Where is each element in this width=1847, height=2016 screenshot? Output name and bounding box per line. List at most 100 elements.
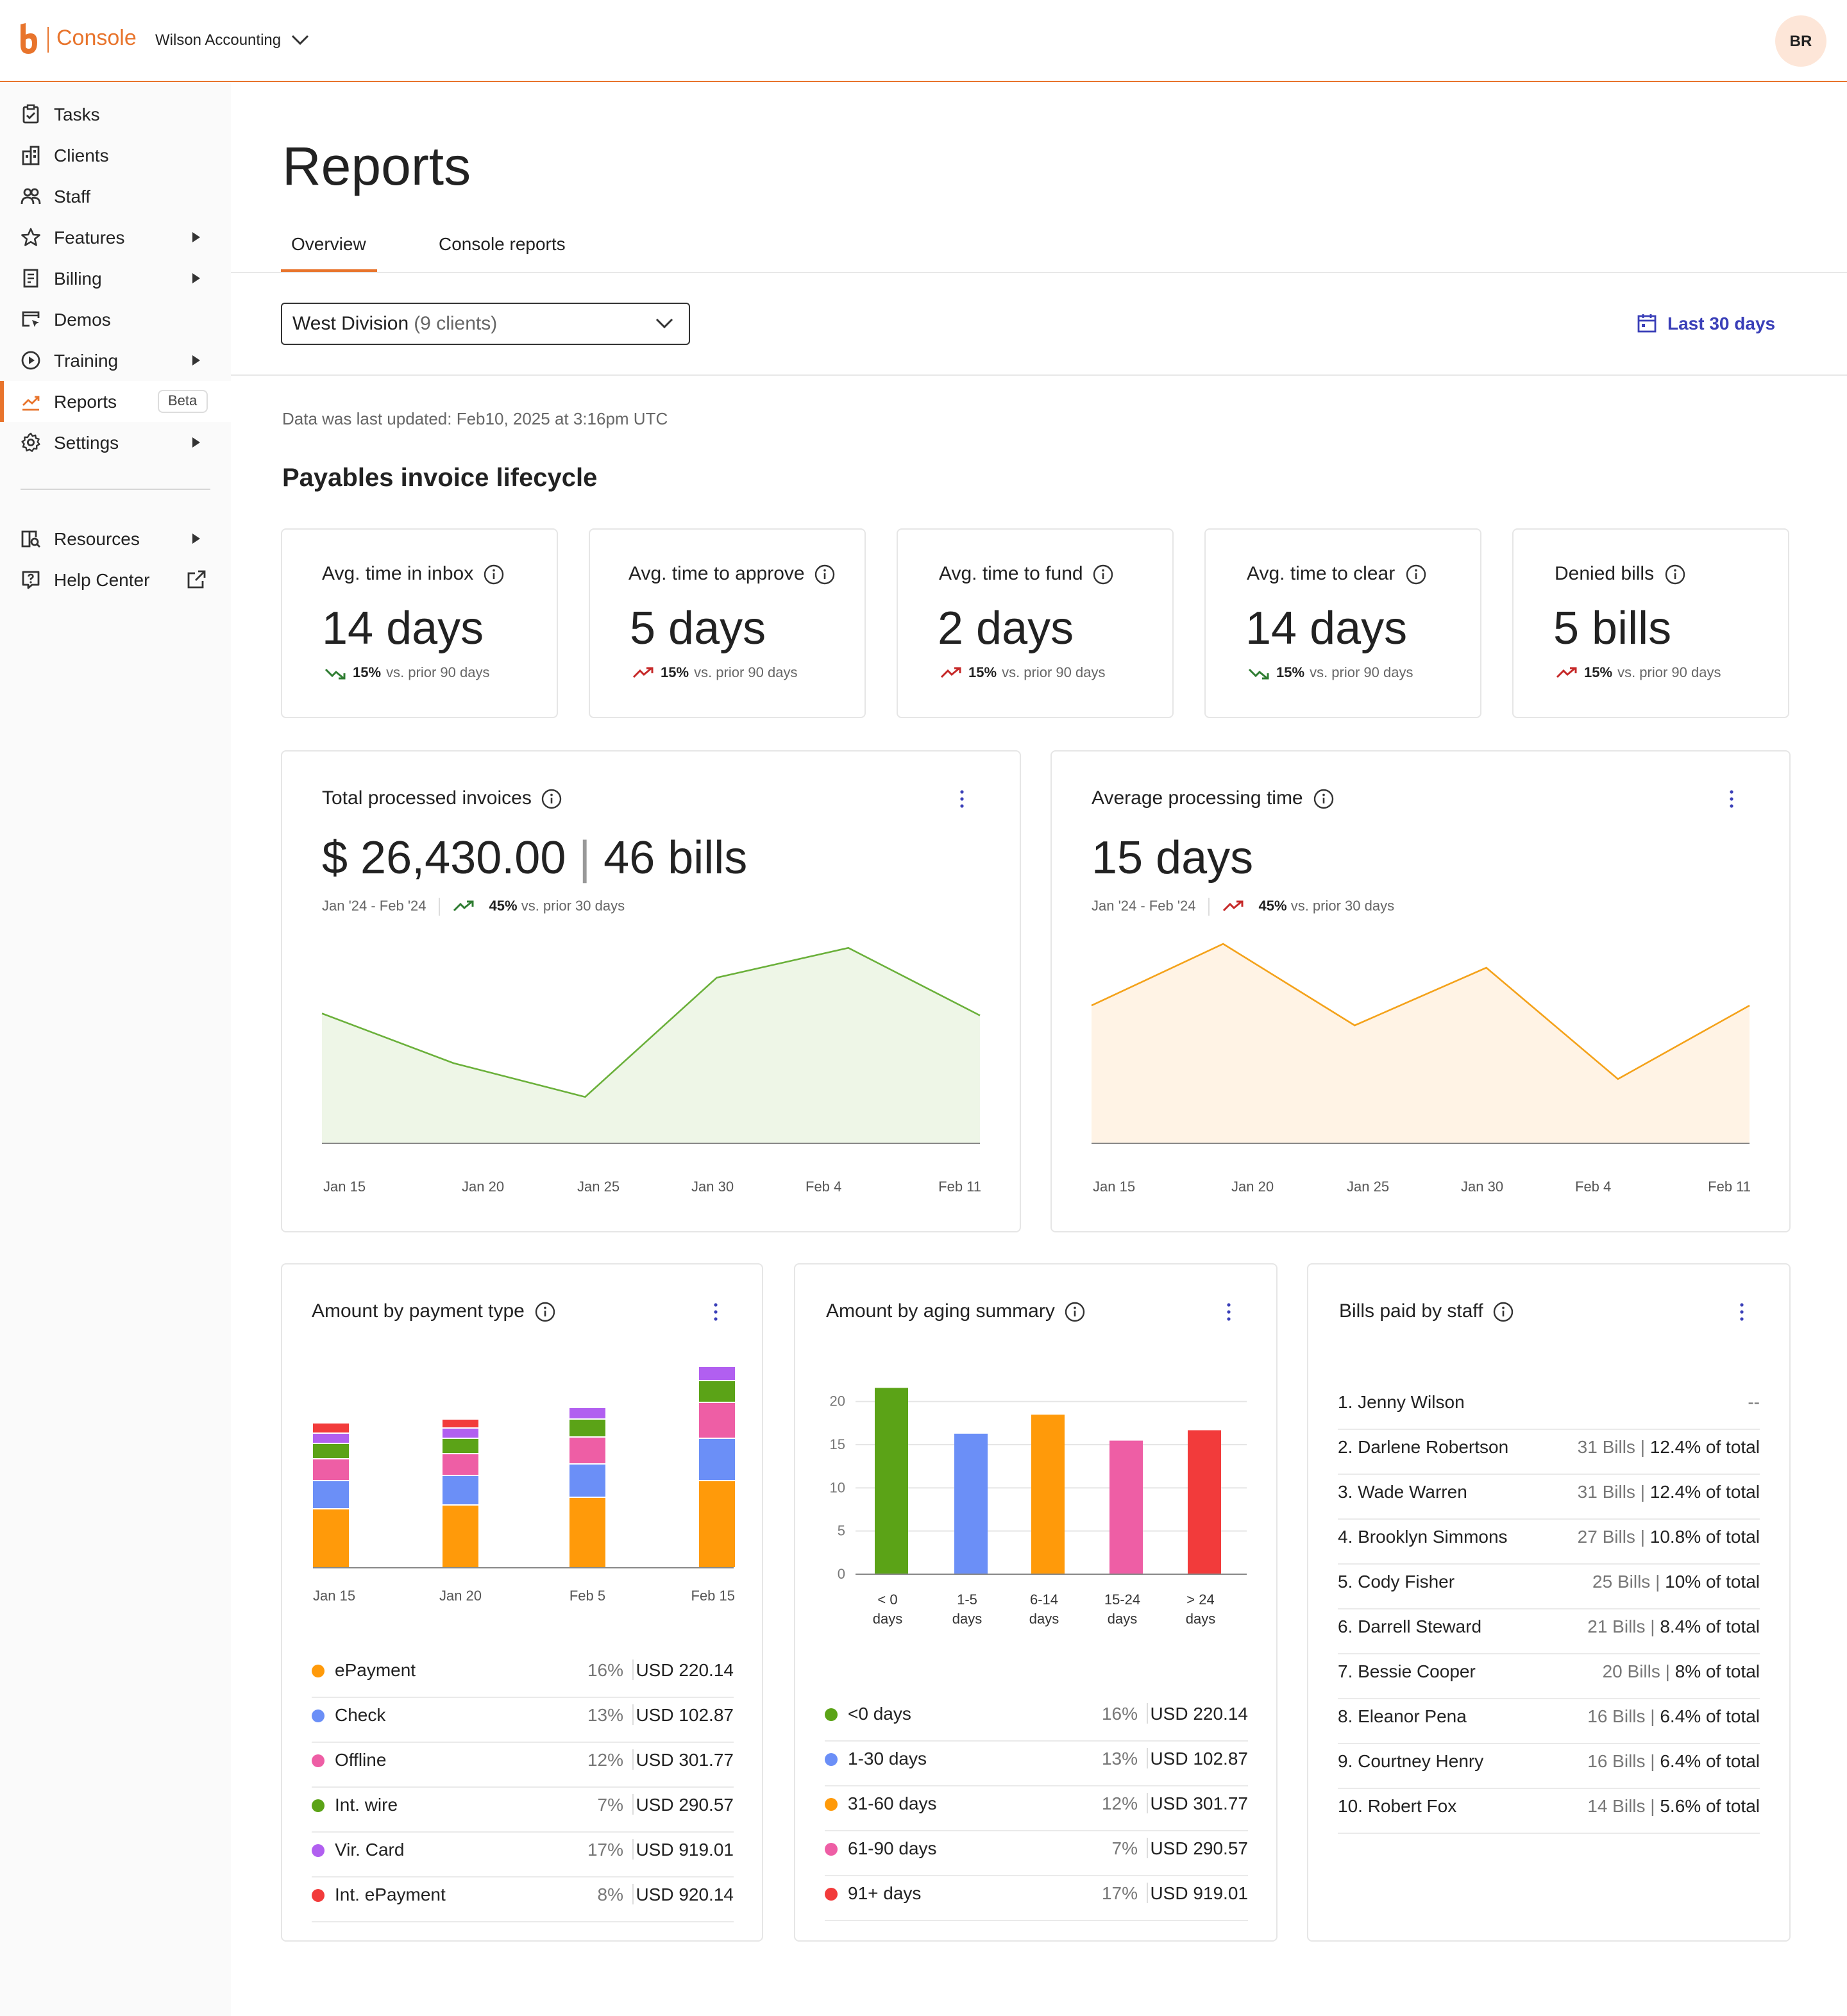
info-icon[interactable] [484, 564, 504, 584]
bar-segment [313, 1481, 349, 1508]
org-switcher[interactable]: Wilson Accounting [155, 31, 309, 49]
kpi-title-text: Denied bills [1555, 563, 1655, 585]
brand-logo-icon[interactable] [18, 23, 38, 56]
more-options-icon[interactable] [1723, 789, 1741, 809]
date-range-picker[interactable]: Last 30 days [1637, 313, 1775, 333]
trend-up-icon [632, 667, 654, 678]
aging-summary-card: Amount by aging summary 0 5 10 15 20 < 0 days 1… [794, 1263, 1278, 1942]
x-tick-label: 15-24 [1104, 1592, 1140, 1608]
chart-subtitle: Jan '24 - Feb '24 45% vs. prior 30 days [322, 898, 625, 916]
legend-separator [1147, 1748, 1148, 1768]
trend-up-icon [1556, 667, 1577, 678]
legend-name: Vir. Card [335, 1839, 405, 1860]
area-fill [322, 948, 980, 1143]
more-options-icon[interactable] [707, 1302, 725, 1322]
processed-total: $ 26,430.00 | 46 bills [322, 831, 747, 885]
info-icon[interactable] [1664, 564, 1685, 584]
legend-percent: 16% [587, 1659, 623, 1680]
info-icon[interactable] [535, 1301, 555, 1322]
sidebar-item-resources[interactable]: Resources [0, 518, 231, 559]
division-name: West Division [292, 313, 409, 335]
x-tick-label: Feb 4 [805, 1179, 841, 1195]
legend-percent: 16% [1101, 1703, 1138, 1724]
avg-processing-area-chart: Jan 15 Jan 20 Jan 25 Jan 30 Feb 4 Feb 11 [1091, 943, 1751, 1195]
legend-item: ePayment 16% USD 220.14 [312, 1653, 734, 1698]
tab-console-reports[interactable]: Console reports [439, 233, 566, 254]
sidebar-item-demos[interactable]: Demos [0, 299, 231, 340]
sidebar-item-billing[interactable]: Billing [0, 258, 231, 299]
staff-bill-count: 21 Bills | [1587, 1616, 1660, 1636]
legend-name: 61-90 days [848, 1838, 937, 1858]
trend-down-icon [325, 668, 346, 680]
division-select[interactable]: West Division (9 clients) [281, 303, 690, 345]
x-tick-label: Feb 11 [938, 1179, 981, 1195]
x-tick-label: Jan 15 [313, 1588, 355, 1604]
sidebar-item-help-center[interactable]: Help Center [0, 559, 231, 600]
kpi-delta-text: vs. prior 90 days [386, 666, 490, 681]
sidebar-item-staff[interactable]: Staff [0, 176, 231, 217]
payment-type-card: Amount by payment type Jan 15 Jan 20 Feb 5… [281, 1263, 763, 1942]
bar-segment [443, 1429, 478, 1438]
staff-bill-count: 31 Bills | [1577, 1481, 1650, 1502]
processed-area-chart: Jan 15 Jan 20 Jan 25 Jan 30 Feb 4 Feb 11 [321, 946, 981, 1195]
more-options-icon[interactable] [1220, 1302, 1238, 1322]
legend-item: <0 days 16% USD 220.14 [825, 1697, 1248, 1742]
more-options-icon[interactable] [1733, 1302, 1751, 1322]
top-header: Console Wilson Accounting BR [0, 0, 1847, 82]
trend-down-icon [1248, 668, 1269, 680]
kpi-title: Avg. time to clear [1247, 563, 1426, 585]
x-tick-label: Jan 25 [577, 1179, 620, 1195]
info-icon[interactable] [542, 788, 562, 809]
info-icon[interactable] [1093, 564, 1114, 584]
legend-dot [825, 1753, 838, 1766]
brand-name[interactable]: Console [56, 26, 137, 50]
user-avatar[interactable]: BR [1775, 15, 1826, 67]
sidebar-item-reports[interactable]: Reports Beta [0, 381, 231, 422]
sidebar-item-training[interactable]: Training [0, 340, 231, 381]
delta-pct: 45% [1258, 899, 1287, 914]
bar-segment [443, 1476, 478, 1504]
bar-segment [699, 1381, 735, 1402]
staff-bill-count: 16 Bills | [1587, 1706, 1660, 1726]
section-title: Payables invoice lifecycle [282, 464, 598, 492]
tab-overview[interactable]: Overview [291, 233, 366, 254]
help-icon [22, 571, 40, 589]
bar [1109, 1440, 1143, 1574]
info-icon[interactable] [815, 564, 836, 584]
staff-share: 10.8% of total [1649, 1526, 1760, 1547]
sidebar-item-label: Tasks [54, 104, 100, 124]
sidebar: Tasks Clients Staff Features Billing Dem… [0, 83, 231, 2016]
kpi-card-fund: Avg. time to fund 2 days 15% vs. prior 90… [897, 528, 1174, 718]
separator [1208, 898, 1210, 916]
kpi-delta: 15% vs. prior 90 days [632, 666, 797, 681]
more-options-icon[interactable] [953, 789, 971, 809]
info-icon[interactable] [1065, 1301, 1086, 1322]
info-icon[interactable] [1494, 1301, 1514, 1322]
staff-row: 3. Wade Warren 31 Bills | 12.4% of total [1338, 1475, 1760, 1520]
sidebar-item-clients[interactable]: Clients [0, 135, 231, 176]
legend-dot [825, 1708, 838, 1721]
kpi-title-text: Avg. time in inbox [322, 563, 474, 585]
legend-separator [1147, 1883, 1148, 1903]
kpi-delta-text: vs. prior 90 days [694, 666, 798, 681]
info-icon[interactable] [1405, 564, 1426, 584]
chart-title: Bills paid by staff [1339, 1300, 1514, 1322]
x-tick-label: Feb 5 [569, 1588, 605, 1604]
chevron-down-icon [655, 318, 673, 329]
sidebar-item-features[interactable]: Features [0, 217, 231, 258]
chart-title-text: Amount by payment type [312, 1300, 525, 1322]
info-icon[interactable] [1313, 788, 1334, 809]
legend-amount: USD 290.57 [636, 1794, 734, 1815]
processed-invoices-card: Total processed invoices $ 26,430.00 | 4… [281, 750, 1021, 1232]
x-tick-label: Jan 25 [1347, 1179, 1389, 1195]
y-tick-label: 15 [830, 1436, 845, 1452]
sidebar-item-settings[interactable]: Settings [0, 422, 231, 463]
legend-dot [312, 1799, 325, 1812]
staff-share: 6.4% of total [1660, 1706, 1760, 1726]
bar [1188, 1430, 1221, 1574]
area-fill [1092, 944, 1750, 1143]
sidebar-item-tasks[interactable]: Tasks [0, 94, 231, 135]
kpi-title-text: Avg. time to fund [939, 563, 1083, 585]
bar-segment [569, 1498, 605, 1567]
kpi-delta-pct: 15% [661, 666, 689, 681]
